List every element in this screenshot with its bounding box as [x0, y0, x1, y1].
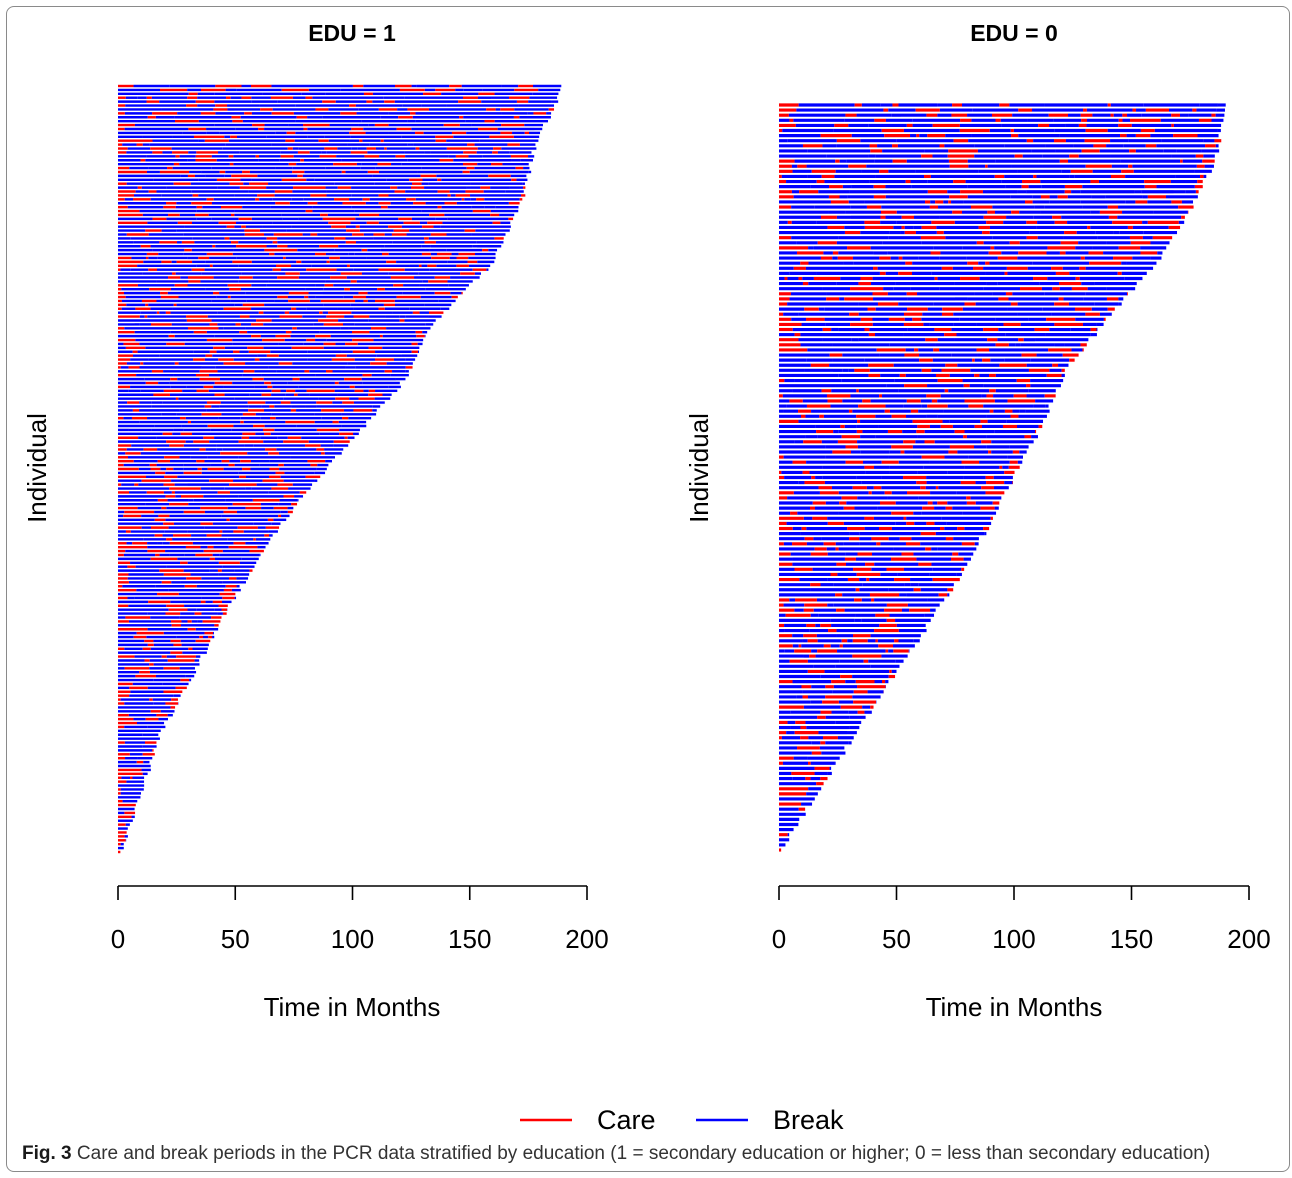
bars-edu1: [118, 84, 562, 854]
x-tick-label: 0: [111, 924, 125, 954]
x-tick-label: 150: [1110, 924, 1153, 954]
bars-edu0: [779, 103, 1226, 852]
panel-title-edu0: EDU = 0: [970, 20, 1058, 46]
x-axis-label-edu0: Time in Months: [926, 992, 1103, 1022]
caption-text: Care and break periods in the PCR data s…: [76, 1143, 1211, 1164]
figure-caption: Fig. 3 Care and break periods in the PCR…: [22, 1143, 1210, 1165]
x-tick-label: 200: [1227, 924, 1270, 954]
x-tick-label: 200: [565, 924, 608, 954]
x-axis-edu1: 0 50 100 150 200: [111, 885, 609, 954]
x-tick-label: 100: [331, 924, 374, 954]
panel-title-edu1: EDU = 1: [308, 20, 396, 46]
figure-frame: [6, 6, 1290, 1172]
panel-edu1: EDU = 1 Individual 0 50 100 150 200 Time in …: [22, 20, 609, 1022]
x-axis-label-edu1: Time in Months: [264, 992, 441, 1022]
x-tick-label: 150: [448, 924, 491, 954]
panel-edu0: EDU = 0 Individual 0 50 100 150 200 Time in …: [684, 20, 1271, 1022]
y-axis-label-edu1: Individual: [22, 413, 52, 523]
y-axis-label-edu0: Individual: [684, 413, 714, 523]
caption-label: Fig. 3: [22, 1143, 72, 1164]
x-tick-label: 50: [221, 924, 250, 954]
x-tick-label: 50: [882, 924, 911, 954]
legend-care-label: Care: [597, 1105, 656, 1135]
x-tick-label: 0: [772, 924, 786, 954]
legend-break-label: Break: [773, 1105, 844, 1135]
legend: Care Break: [520, 1105, 844, 1135]
x-axis-edu0: 0 50 100 150 200: [772, 885, 1271, 954]
x-tick-label: 100: [992, 924, 1035, 954]
